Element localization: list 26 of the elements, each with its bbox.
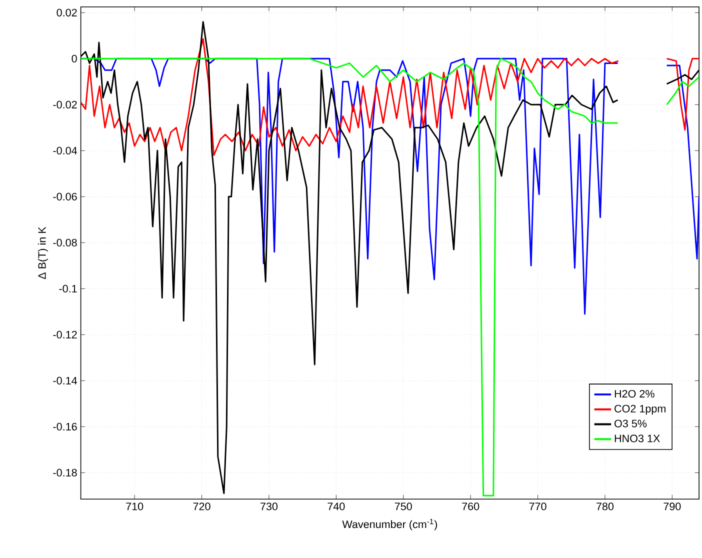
y-tick-label: -0.14 [53, 376, 78, 384]
x-tick-label: 750 [394, 502, 412, 510]
y-tick-label: -0.04 [53, 146, 78, 154]
legend-label: H2O 2% [614, 390, 654, 398]
x-tick-label: 770 [529, 502, 546, 510]
x-tick-label: 760 [462, 502, 480, 510]
y-tick-label: -0.02 [53, 100, 77, 108]
y-tick-label: -0.06 [53, 192, 77, 200]
y-tick-label: -0.1 [59, 284, 77, 292]
y-tick-label: -0.18 [53, 468, 77, 476]
x-tick-label: 790 [664, 502, 681, 510]
y-tick-label: -0.08 [53, 238, 77, 246]
x-tick-label: 720 [193, 502, 210, 510]
x-tick-label: 740 [328, 502, 345, 510]
x-tick-label: 730 [260, 502, 278, 510]
legend-label: O3 5% [614, 420, 647, 428]
x-tick-label: 780 [596, 502, 614, 510]
legend-label: CO2 1ppm [614, 404, 666, 415]
y-axis-title: Δ B(T) in K [38, 226, 48, 279]
y-tick-label: -0.12 [53, 330, 77, 338]
y-tick-label: -0.16 [53, 422, 77, 430]
legend-label: HNO3 1X [614, 434, 660, 442]
y-tick-label: 0.02 [56, 8, 77, 16]
x-tick-label: 710 [126, 502, 144, 510]
y-tick-label: 0 [72, 54, 77, 62]
x-axis-title: Wavenumber (cm$^{-1}$) [342, 518, 438, 530]
